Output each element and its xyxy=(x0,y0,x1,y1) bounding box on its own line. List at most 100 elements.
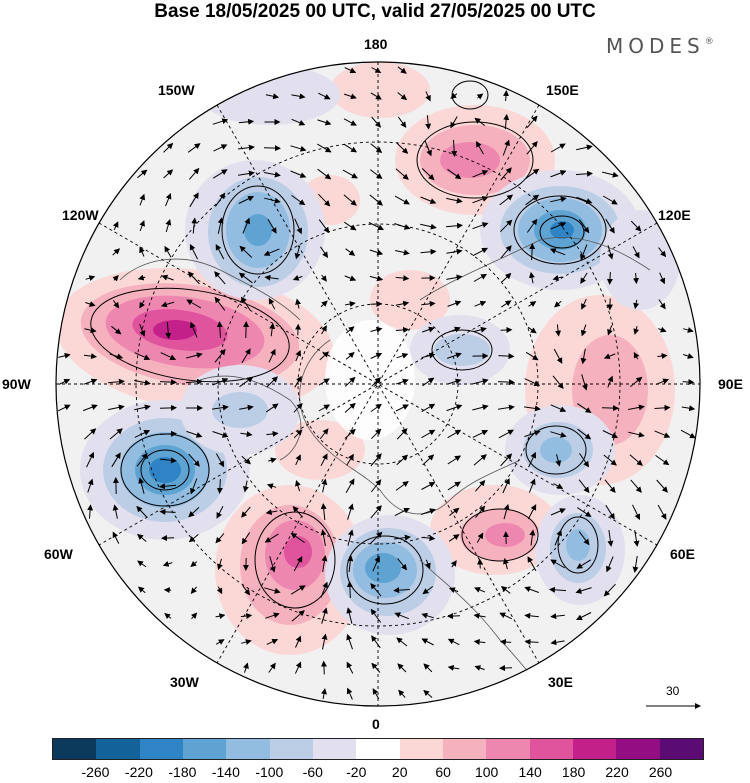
wind-vector xyxy=(346,453,354,466)
contour-line xyxy=(346,535,424,605)
wind-vector xyxy=(186,352,203,359)
wind-vector xyxy=(553,483,564,489)
wind-vector xyxy=(633,351,640,360)
wind-vector xyxy=(501,272,512,283)
wind-vector xyxy=(112,531,120,544)
map-title: Base 18/05/2025 00 UTC, valid 27/05/2025… xyxy=(154,1,596,22)
wind-vector xyxy=(476,141,484,155)
wind-vector xyxy=(346,633,353,650)
wind-vector xyxy=(500,167,512,181)
wind-vector xyxy=(555,324,562,337)
wind-vector xyxy=(137,586,146,594)
wind-vector xyxy=(87,504,94,519)
wind-vector xyxy=(499,639,512,645)
wind-vector xyxy=(320,503,327,521)
wind-vector xyxy=(82,404,98,412)
colorbar-swatch xyxy=(226,739,270,759)
wind-vector xyxy=(290,145,307,152)
wind-vector xyxy=(605,504,615,520)
wind-vectors xyxy=(57,66,696,700)
wind-vector xyxy=(214,348,226,363)
wind-vector xyxy=(369,275,384,282)
wind-vector xyxy=(606,272,613,285)
wind-vector xyxy=(264,171,281,178)
wind-vector xyxy=(160,301,175,308)
wind-vector xyxy=(238,272,253,284)
colorbar-swatch xyxy=(269,739,313,759)
wind-vector xyxy=(371,662,381,673)
contour-line xyxy=(90,287,290,383)
wind-vector xyxy=(85,301,96,307)
wind-vector xyxy=(159,404,177,411)
wind-vector xyxy=(474,587,486,593)
colorbar-tick-label: 220 xyxy=(605,764,629,780)
meridian xyxy=(98,222,658,546)
wind-vector xyxy=(215,244,225,260)
wind-vector xyxy=(503,90,509,102)
wind-vector xyxy=(293,556,303,572)
wind-vector xyxy=(269,322,276,337)
wind-vector xyxy=(526,218,538,233)
wind-vector xyxy=(212,118,229,125)
wind-vector xyxy=(681,405,696,412)
wind-vector xyxy=(165,192,172,207)
wind-vector xyxy=(138,477,145,494)
colorbar-tick-label: 60 xyxy=(435,764,451,780)
wind-vector xyxy=(190,586,197,594)
wind-vector xyxy=(320,660,327,675)
wind-vector xyxy=(137,274,146,281)
wind-vector xyxy=(139,324,146,337)
wind-vector xyxy=(394,195,410,205)
wind-vector xyxy=(472,404,489,411)
wind-vector xyxy=(447,300,462,307)
wind-vector xyxy=(295,479,301,492)
wind-vector xyxy=(446,404,463,412)
wind-vector xyxy=(263,145,281,152)
wind-vector xyxy=(342,169,358,179)
colorbar-tick-label: 100 xyxy=(474,764,499,780)
wind-vector xyxy=(294,661,302,674)
wind-vector xyxy=(580,348,587,365)
wind-vector xyxy=(421,482,436,490)
wind-vector xyxy=(343,93,357,100)
wind-vector xyxy=(134,430,151,438)
wind-vector xyxy=(159,379,177,386)
wind-vector xyxy=(396,352,409,359)
wind-vector xyxy=(420,248,437,255)
wind-vector xyxy=(575,170,593,177)
wind-vector xyxy=(294,245,301,260)
wind-vector xyxy=(421,429,436,439)
colorbar-swatch xyxy=(96,739,140,759)
wind-vector xyxy=(503,557,509,570)
colorbar-tick-label: 20 xyxy=(391,764,408,780)
modes-logo: MODES® xyxy=(606,34,714,58)
wind-vector xyxy=(603,353,616,360)
wind-vector xyxy=(371,377,382,387)
wind-vector xyxy=(654,430,671,438)
wind-vector xyxy=(447,613,461,620)
colorbar-swatch xyxy=(399,739,443,759)
wind-vector xyxy=(214,271,226,285)
wind-vector xyxy=(212,404,229,411)
wind-vector xyxy=(474,665,485,671)
wind-vector xyxy=(550,222,567,230)
anomaly-negative xyxy=(540,437,572,463)
wind-vector xyxy=(238,144,255,151)
wind-vector xyxy=(501,300,512,308)
wind-vector xyxy=(321,478,328,493)
wind-vector xyxy=(344,428,356,439)
wind-vector xyxy=(243,662,249,673)
colorbar-tick-label: -180 xyxy=(168,764,197,780)
wind-vector xyxy=(370,300,383,307)
wind-vector xyxy=(394,534,411,541)
wind-vector xyxy=(502,139,510,156)
wind-vector xyxy=(657,504,667,520)
wind-vector xyxy=(318,92,331,100)
wind-vector xyxy=(188,453,200,467)
reference-vector-arrow xyxy=(646,703,701,709)
wind-vector xyxy=(321,688,327,699)
contour-line xyxy=(461,508,539,562)
wind-vector xyxy=(524,612,539,619)
wind-vector xyxy=(422,586,434,595)
wind-vector xyxy=(293,402,303,413)
